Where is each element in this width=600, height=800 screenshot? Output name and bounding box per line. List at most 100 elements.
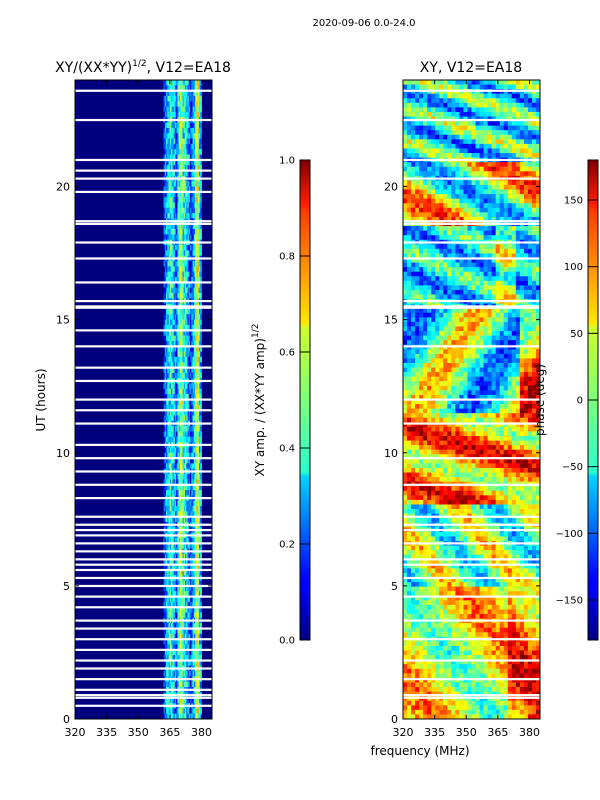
amp-cell [181, 133, 183, 139]
amp-cell [182, 159, 185, 166]
amp-cell [185, 143, 187, 150]
amp-cell [174, 234, 177, 241]
amp-cell [163, 463, 166, 470]
amp-cell [172, 644, 175, 651]
phase-cell [511, 184, 517, 190]
amp-cell [176, 639, 178, 645]
phase-cell [423, 134, 428, 140]
amp-cell [173, 250, 176, 257]
amp-cell [171, 511, 173, 518]
amp-cell [168, 426, 171, 432]
amp-cell [178, 612, 181, 619]
amp-cell [164, 127, 167, 134]
amp-cell [173, 308, 176, 315]
amp-cell [179, 399, 182, 406]
amp-cell [197, 681, 200, 688]
amp-cell [173, 399, 176, 406]
amp-cell [181, 324, 183, 331]
amp-cell [181, 181, 183, 187]
phase-cell [407, 184, 412, 190]
phase-cell [507, 102, 513, 108]
phase-cell [519, 130, 525, 136]
amp-cell [200, 633, 202, 640]
phase-cell [443, 125, 448, 131]
amp-xtick-label: 350 [128, 726, 149, 739]
amp-cell [176, 319, 178, 326]
amp-cell [196, 399, 199, 406]
amp-cell [169, 308, 172, 315]
amp-cell [183, 607, 186, 613]
amp-cell [168, 293, 171, 299]
phase-cell [483, 171, 489, 177]
amp-cell [188, 111, 191, 118]
amp-cell [181, 367, 183, 374]
amp-cell [190, 213, 192, 219]
amp-cell [190, 149, 192, 155]
amp-cell [190, 223, 192, 230]
phase-cell [491, 216, 497, 222]
phase-cell [515, 121, 521, 127]
amp-cell [195, 660, 197, 667]
amp-cell [164, 293, 167, 299]
amp-cell [186, 458, 188, 464]
phase-cell [451, 148, 456, 154]
amp-cell [183, 308, 186, 315]
phase-cell [443, 107, 448, 113]
amp-cell [186, 484, 188, 491]
phase-cell [531, 102, 537, 108]
phase-panel-title: XY, V12=EA18 [420, 60, 522, 76]
amp-cell [174, 138, 177, 145]
amp-cell [182, 293, 185, 299]
amp-cell [181, 234, 183, 241]
amp-cell [198, 111, 201, 118]
phase-cell [459, 166, 464, 172]
amp-cell [181, 261, 183, 267]
phase-cell [423, 194, 428, 200]
amp-cell [193, 234, 196, 241]
amp-cell [179, 660, 182, 667]
amp-cell [166, 314, 168, 321]
amp-cell [195, 133, 197, 139]
amp-cell [186, 133, 188, 139]
phase-cell [447, 189, 452, 195]
amp-cell [182, 372, 185, 379]
amp-cell [188, 559, 191, 565]
amp-cell [167, 229, 169, 235]
amp-cell [166, 324, 168, 331]
amp-cell [171, 324, 173, 331]
amp-cell [192, 569, 195, 576]
amp-cell [173, 681, 176, 688]
amp-cell [190, 436, 192, 443]
amp-cell [163, 362, 166, 368]
amp-cell [167, 713, 169, 719]
amp-cell [193, 181, 196, 187]
phase-cell [419, 84, 424, 90]
amp-cell [196, 644, 199, 651]
amp-cell [185, 458, 187, 464]
amp-cell [167, 207, 169, 214]
amp-cell [163, 660, 166, 667]
amp-cell [179, 713, 182, 719]
phase-cell [411, 107, 416, 113]
phase-cell [415, 84, 420, 90]
amp-cell [172, 287, 175, 294]
amp-cell [164, 229, 167, 235]
amp-cell [176, 553, 178, 560]
phase-cell [427, 198, 432, 204]
amp-cell [190, 271, 192, 278]
amp-cell [164, 149, 167, 155]
amp-cell [171, 101, 173, 108]
amp-cell [177, 223, 180, 230]
amp-cell [163, 383, 166, 390]
amp-cell [183, 612, 186, 619]
amp-cell [174, 335, 177, 342]
phase-cell [515, 235, 521, 241]
amp-cell [195, 159, 197, 166]
amp-cell [178, 127, 181, 134]
phase-cell [523, 143, 529, 149]
amp-cell [197, 660, 200, 667]
phase-cell [443, 248, 448, 254]
phase-cell [403, 180, 408, 186]
amp-cell [174, 143, 177, 150]
amp-cell [188, 90, 191, 97]
